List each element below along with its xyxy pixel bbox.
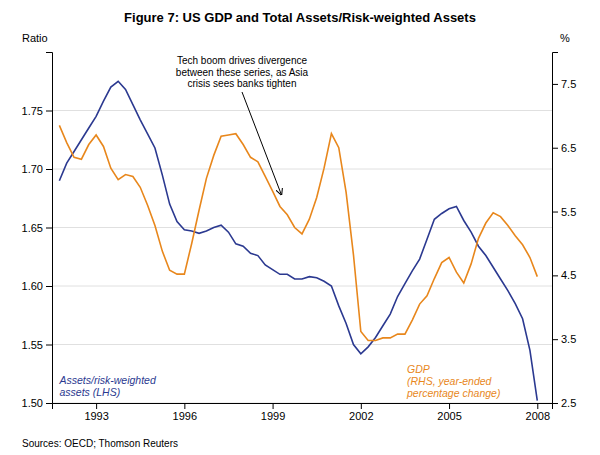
tick-label: 1.70: [22, 163, 43, 175]
y2-axis: 2.5 3.5 4.5 5.5 6.5 7.5: [552, 53, 576, 410]
tick: 1.75: [22, 105, 52, 117]
tick: 2002: [349, 403, 373, 422]
tick-mark: [552, 84, 558, 85]
plot-area: 1993 1996 1999 2002 2005 2008 1.50 1.55 1.60 1.65…: [22, 53, 577, 422]
tick: 1.65: [22, 222, 52, 234]
tick-mark: [552, 403, 558, 404]
tick: 1.50: [22, 397, 52, 409]
annotation-arrow: [242, 92, 281, 195]
tick-mark: [46, 169, 52, 170]
tick-mark: [46, 403, 52, 404]
tick-label: 7.5: [561, 78, 576, 90]
tick-mark: [46, 345, 52, 346]
series-line: [59, 81, 537, 400]
x-axis: 1993 1996 1999 2002 2005 2008: [53, 403, 553, 422]
source: Sources: OECD; Thomson Reuters: [22, 438, 178, 449]
y2-axis-label: %: [560, 32, 570, 44]
tick-label: 1.65: [22, 222, 43, 234]
tick-mark: [449, 403, 450, 409]
y-axis-label: Ratio: [22, 32, 48, 44]
tick-label: 4.5: [561, 269, 576, 281]
tick: 7.5: [552, 78, 576, 90]
tick-label: 2005: [437, 410, 461, 422]
tick: 1.55: [22, 339, 52, 351]
tick: 1999: [261, 403, 285, 422]
tick-mark: [96, 403, 97, 409]
tick: 1.70: [22, 163, 52, 175]
grid: [52, 111, 552, 404]
annotation: Tech boom drives divergencebetween these…: [176, 55, 309, 89]
tick-mark: [46, 286, 52, 287]
tick-label: 6.5: [561, 142, 576, 154]
tick: 1993: [84, 403, 108, 422]
series-lines: [59, 81, 537, 400]
tick-label: 1999: [261, 410, 285, 422]
tick-mark: [273, 403, 274, 409]
tick-label: 1996: [173, 410, 197, 422]
grid-line: [52, 169, 552, 170]
series-labels: Assets/risk-weightedassets (LHS) GDP(RHS,…: [59, 363, 501, 399]
tick-mark: [361, 403, 362, 409]
tick-label: 2008: [526, 410, 550, 422]
tick: 6.5: [552, 142, 576, 154]
tick: 4.5: [552, 269, 576, 281]
text-line: assets (LHS): [60, 386, 121, 398]
chart-container: 1993 1996 1999 2002 2005 2008 1.50 1.55 1.60 1.65…: [0, 0, 600, 455]
y-axis-line: [46, 53, 53, 404]
text-line: Tech boom drives divergence: [177, 55, 308, 66]
tick-mark: [552, 212, 558, 213]
tick-mark: [552, 275, 558, 276]
series-label: Assets/risk-weightedassets (LHS): [59, 374, 157, 398]
text-line: percentage change): [406, 387, 500, 399]
series-line: [59, 125, 537, 340]
grid-line: [52, 227, 552, 228]
tick-label: 2002: [349, 410, 373, 422]
tick: 2005: [437, 403, 461, 422]
text-line: between these series, as Asia: [176, 67, 309, 78]
text-line: GDP: [407, 363, 430, 375]
text-line: crisis sees banks tighten: [188, 78, 297, 89]
tick-mark: [552, 339, 558, 340]
chart-svg: 1993 1996 1999 2002 2005 2008 1.50 1.55 1.60 1.65…: [0, 0, 600, 455]
text-line: Assets/risk-weighted: [59, 374, 157, 386]
annotations: Tech boom drives divergencebetween these…: [176, 55, 309, 195]
series-label: GDP(RHS, year-endedpercentage change): [406, 363, 500, 399]
tick-label: 1993: [84, 410, 108, 422]
tick: 1.60: [22, 280, 52, 292]
y-axis: 1.50 1.55 1.60 1.65 1.70 1.75: [22, 53, 53, 410]
tick-mark: [46, 228, 52, 229]
tick-label: 3.5: [561, 333, 576, 345]
title: Figure 7: US GDP and Total Assets/Risk-w…: [124, 10, 476, 25]
tick-label: 1.75: [22, 105, 43, 117]
grid-line: [52, 344, 552, 345]
x-axis-line: [53, 404, 553, 410]
text-line: (RHS, year-ended: [407, 375, 493, 387]
tick: 3.5: [552, 333, 576, 345]
y2-axis-line: [553, 53, 559, 404]
tick-label: 1.60: [22, 280, 43, 292]
tick-label: 5.5: [561, 206, 576, 218]
tick: 2.5: [552, 397, 576, 409]
tick-label: 2.5: [561, 397, 576, 409]
tick: 1996: [173, 403, 197, 422]
tick-label: 1.55: [22, 339, 43, 351]
grid-line: [52, 110, 552, 111]
tick-label: 1.50: [22, 397, 43, 409]
tick: 2008: [526, 403, 550, 422]
tick-mark: [46, 111, 52, 112]
grid-line: [52, 286, 552, 287]
tick-mark: [184, 403, 185, 409]
tick: 5.5: [552, 206, 576, 218]
tick-mark: [552, 148, 558, 149]
tick-mark: [537, 403, 538, 409]
